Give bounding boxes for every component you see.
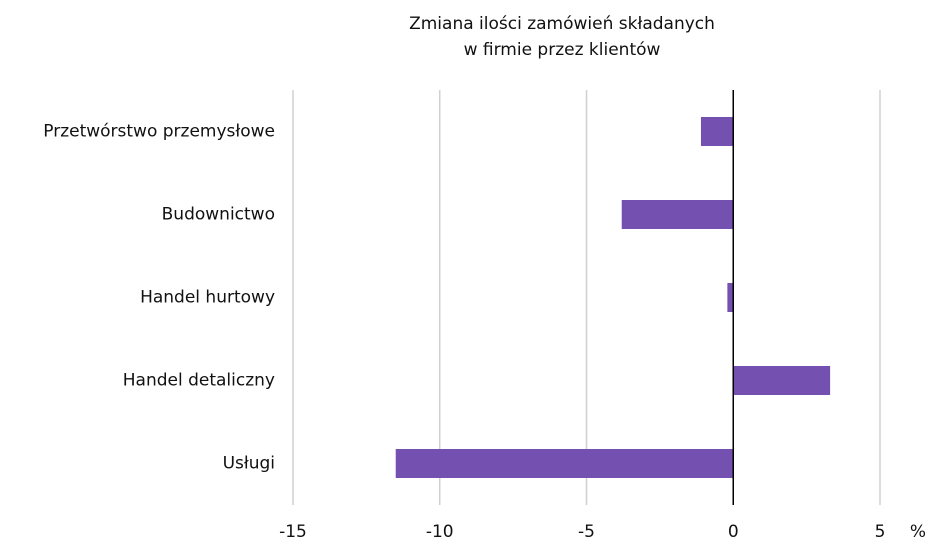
x-tick-label: -10 — [426, 522, 454, 540]
bar — [395, 449, 734, 478]
y-tick-label: Usługi — [223, 454, 275, 474]
bar — [733, 366, 831, 395]
chart-title: w firmie przez klientów — [464, 40, 661, 60]
y-tick-label: Przetwórstwo przemysłowe — [43, 122, 275, 142]
y-tick-label: Handel detaliczny — [123, 371, 275, 391]
y-tick-label: Budownictwo — [162, 205, 275, 225]
x-unit-label: % — [910, 522, 926, 540]
bar — [621, 200, 734, 229]
x-tick-label: 0 — [728, 522, 739, 540]
x-tick-label: -15 — [279, 522, 307, 540]
chart-title: Zmiana ilości zamówień składanych — [409, 14, 715, 34]
x-tick-label: 5 — [875, 522, 886, 540]
x-tick-label: -5 — [578, 522, 595, 540]
y-tick-label: Handel hurtowy — [140, 288, 275, 308]
bar — [700, 117, 734, 146]
bar — [727, 283, 734, 312]
